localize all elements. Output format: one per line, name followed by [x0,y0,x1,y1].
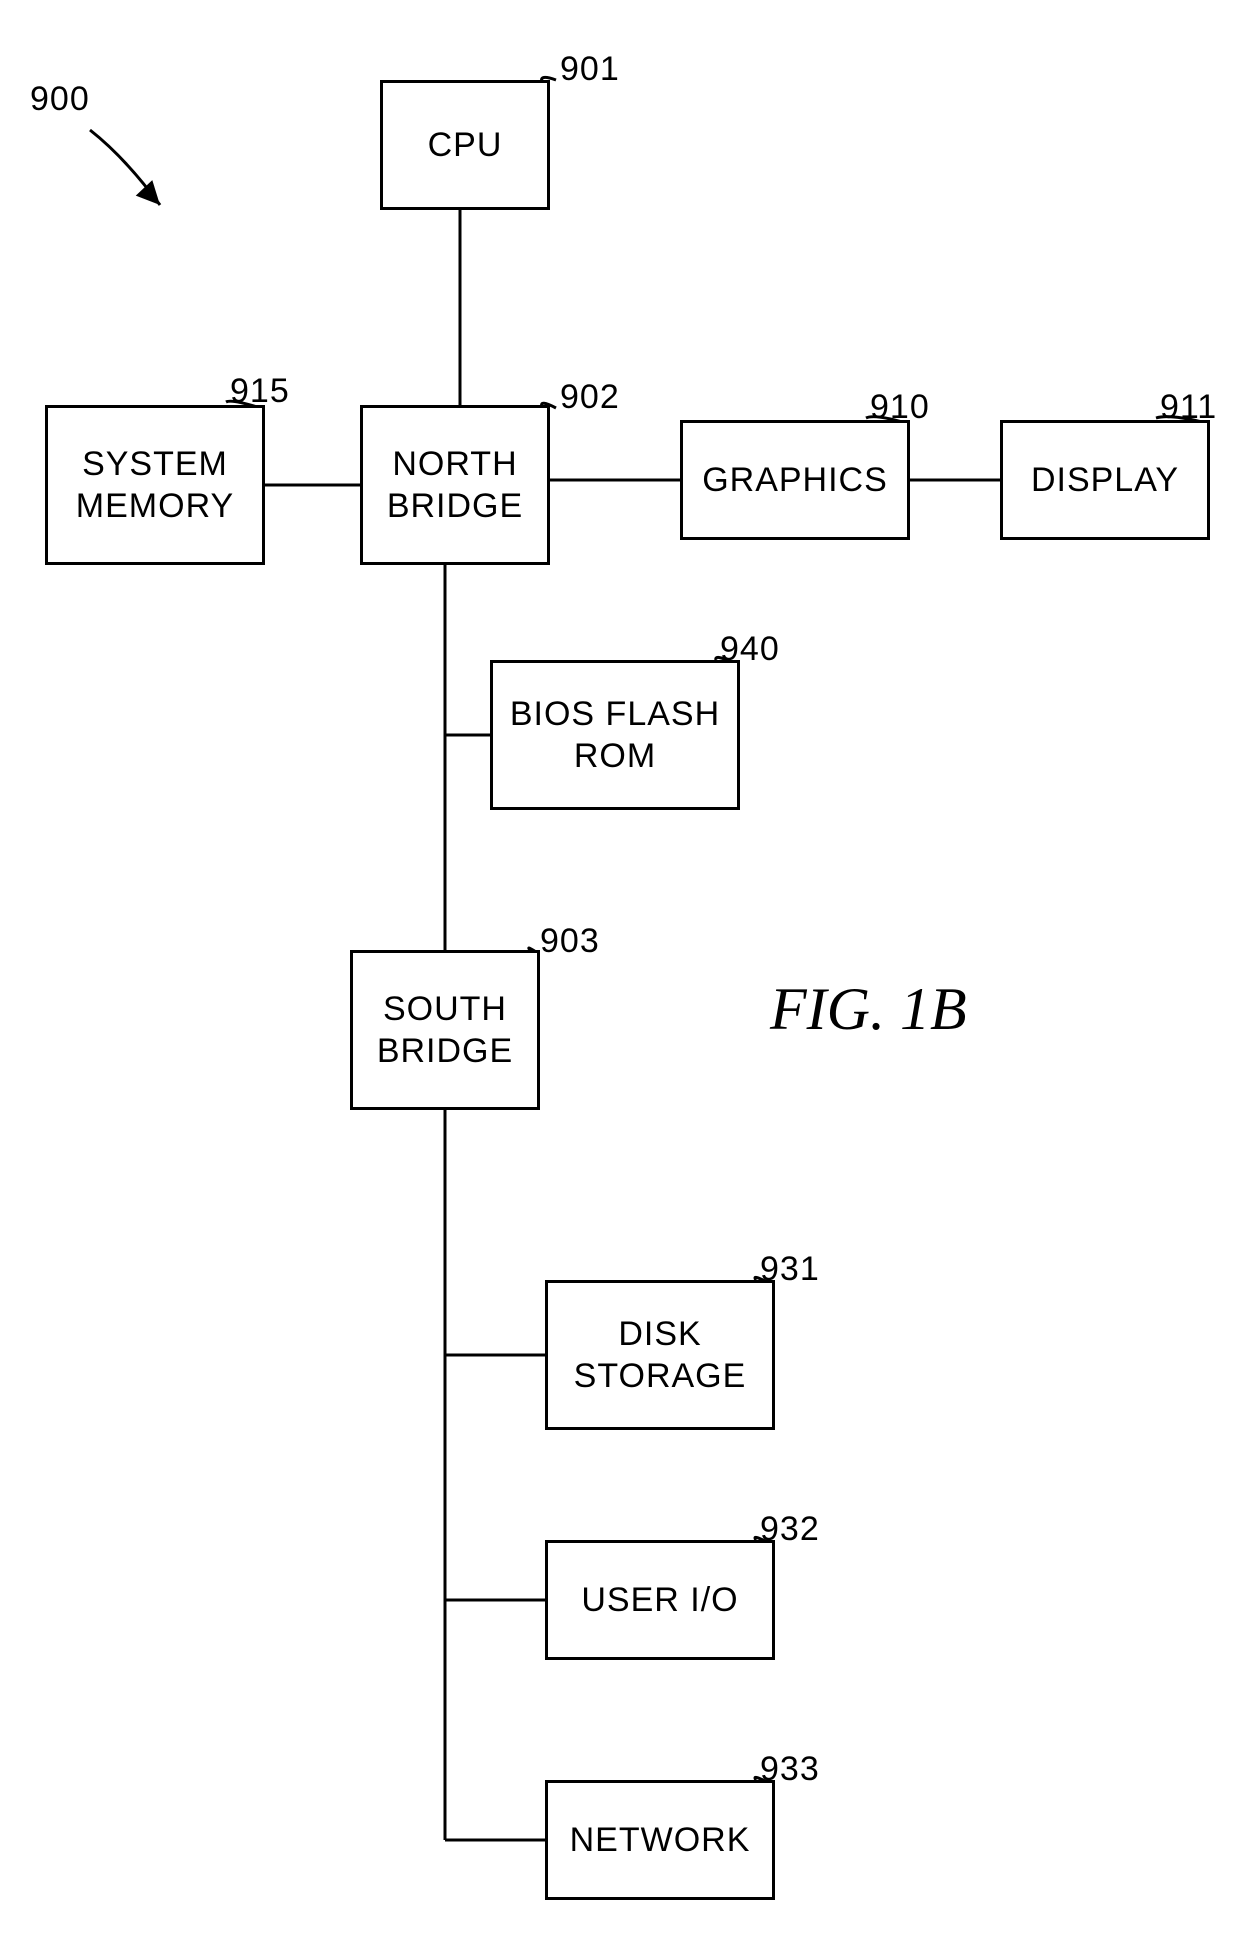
node-label: BIOS FLASHROM [510,693,720,778]
figure-title: FIG. 1B [770,975,967,1044]
ref-userio: 932 [760,1510,820,1549]
node-display: DISPLAY [1000,420,1210,540]
node-cpu: CPU [380,80,550,210]
node-label: CPU [428,124,503,167]
node-label: DISKSTORAGE [574,1313,747,1398]
ref-cpu: 901 [560,50,620,89]
ref-disk: 931 [760,1250,820,1289]
ref-graphics: 910 [870,388,930,427]
ref-north-bridge: 902 [560,378,620,417]
node-label: SYSTEMMEMORY [76,443,234,528]
ref-bios: 940 [720,630,780,669]
node-label: GRAPHICS [702,459,888,502]
node-graphics: GRAPHICS [680,420,910,540]
node-label: NETWORK [570,1819,751,1862]
system-ref-label: 900 [30,80,90,119]
node-south-bridge: SOUTHBRIDGE [350,950,540,1110]
ref-network: 933 [760,1750,820,1789]
node-north-bridge: NORTHBRIDGE [360,405,550,565]
node-system-memory: SYSTEMMEMORY [45,405,265,565]
node-network: NETWORK [545,1780,775,1900]
edges-layer [0,0,1240,1953]
ref-display: 911 [1160,388,1217,427]
node-userio: USER I/O [545,1540,775,1660]
ref-south-bridge: 903 [540,922,600,961]
node-bios: BIOS FLASHROM [490,660,740,810]
node-label: SOUTHBRIDGE [377,988,513,1073]
node-label: USER I/O [581,1579,738,1622]
diagram-stage: 900 FIG. 1B CPU NORTHBRIDGE SYSTEMMEMORY… [0,0,1240,1953]
node-label: DISPLAY [1031,459,1179,502]
node-disk: DISKSTORAGE [545,1280,775,1430]
node-label: NORTHBRIDGE [387,443,523,528]
ref-system-memory: 915 [230,372,290,411]
